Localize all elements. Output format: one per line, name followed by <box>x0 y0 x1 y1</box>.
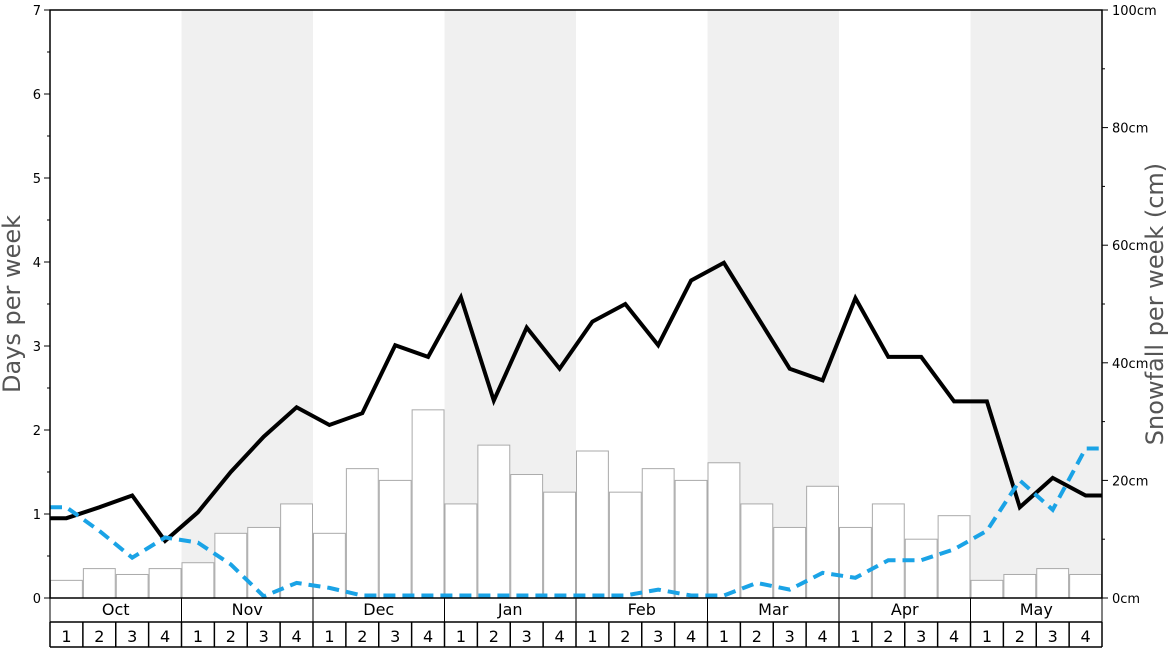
y-axis-title-left: Days per week <box>0 215 26 393</box>
left-axis: 0 1 2 3 4 5 6 7 <box>33 4 50 607</box>
week-label: 1 <box>61 627 71 646</box>
left-tick-label: 4 <box>33 256 41 271</box>
month-label-feb: Feb <box>628 600 656 619</box>
month-label-oct: Oct <box>102 600 130 619</box>
snowfall-bar <box>1069 573 1102 599</box>
snowfall-bar <box>707 462 741 599</box>
left-tick-label: 2 <box>33 424 41 439</box>
month-band-nov <box>181 10 313 598</box>
week-label: 3 <box>916 627 926 646</box>
week-label: 4 <box>817 627 827 646</box>
week-label: 2 <box>226 627 236 646</box>
right-tick-label: 0cm <box>1112 592 1140 607</box>
snowfall-bar <box>839 526 872 599</box>
snowfall-bar <box>641 468 675 599</box>
left-tick-label: 0 <box>33 592 41 607</box>
right-tick-label: 80cm <box>1112 122 1148 137</box>
week-label: 1 <box>587 627 597 646</box>
left-tick-label: 1 <box>33 508 41 523</box>
week-label: 3 <box>522 627 532 646</box>
right-tick-label: 40cm <box>1112 357 1148 372</box>
week-label: 4 <box>686 627 696 646</box>
snowfall-bar <box>871 503 905 599</box>
left-tick-label: 3 <box>33 340 41 355</box>
snowfall-bar <box>576 450 609 599</box>
snowfall-bar <box>148 568 182 599</box>
week-label: 2 <box>1015 627 1025 646</box>
snowfall-bar <box>773 526 807 599</box>
right-tick-label: 100cm <box>1112 4 1157 19</box>
month-label-nov: Nov <box>232 600 263 619</box>
week-label: 3 <box>1048 627 1058 646</box>
snowfall-bar <box>181 562 215 599</box>
week-label: 1 <box>719 627 729 646</box>
week-label: 3 <box>127 627 137 646</box>
series-lines <box>50 260 1102 599</box>
snowfall-bar <box>82 568 116 599</box>
week-label: 2 <box>620 627 630 646</box>
snowfall-bar <box>806 485 839 599</box>
month-label-may: May <box>1020 600 1053 619</box>
week-label: 4 <box>160 627 170 646</box>
week-label: 1 <box>324 627 334 646</box>
month-band-may <box>970 10 1102 598</box>
month-label-dec: Dec <box>363 600 394 619</box>
snowfall-bars <box>50 409 1102 599</box>
week-label: 3 <box>259 627 269 646</box>
week-label: 2 <box>489 627 499 646</box>
solid-line <box>50 260 1102 544</box>
snowfall-bar <box>904 538 938 599</box>
week-label: 4 <box>1080 627 1090 646</box>
left-tick-label: 6 <box>33 88 41 103</box>
snowfall-bar <box>608 491 642 599</box>
snowfall-bar <box>378 479 412 599</box>
week-label: 2 <box>752 627 762 646</box>
week-label: 3 <box>785 627 795 646</box>
week-label: 2 <box>883 627 893 646</box>
snowfall-bar <box>937 515 971 599</box>
week-label: 1 <box>456 627 466 646</box>
y-axis-title-right: Snowfall per week (cm) <box>1141 163 1168 445</box>
right-tick-label: 60cm <box>1112 239 1148 254</box>
week-label: 4 <box>554 627 564 646</box>
snowfall-bar <box>477 444 511 599</box>
week-label: 1 <box>193 627 203 646</box>
snowfall-bar <box>247 526 281 599</box>
snowfall-bar <box>411 409 445 599</box>
week-label: 2 <box>94 627 104 646</box>
right-tick-label: 20cm <box>1112 474 1148 489</box>
week-label: 4 <box>423 627 433 646</box>
left-tick-label: 5 <box>33 172 41 187</box>
snowfall-bar <box>50 579 83 599</box>
snowfall-bar <box>444 503 478 599</box>
snowfall-bar <box>345 468 379 599</box>
snowfall-bar <box>970 579 1004 599</box>
snowfall-bar <box>543 491 576 599</box>
week-label: 1 <box>982 627 992 646</box>
snowfall-bar <box>1036 568 1070 599</box>
week-label: 4 <box>949 627 959 646</box>
dashed-line <box>50 446 1102 599</box>
month-label-mar: Mar <box>758 600 789 619</box>
x-axis: Oct Nov Dec Jan Feb Mar Apr May 1 2 3 4 1 2 3 4 1 2 3 4 1 2 3 4… <box>49 598 1103 648</box>
snowfall-bar <box>674 479 708 599</box>
snowfall-bar <box>115 573 149 599</box>
month-label-apr: Apr <box>891 600 919 619</box>
left-tick-label: 7 <box>33 4 41 19</box>
week-label: 2 <box>357 627 367 646</box>
week-label: 1 <box>850 627 860 646</box>
month-bands <box>181 10 1102 598</box>
week-label: 4 <box>291 627 301 646</box>
week-label: 3 <box>653 627 663 646</box>
snowfall-bar <box>1003 573 1037 599</box>
week-label: 3 <box>390 627 400 646</box>
snowfall-bar <box>510 474 544 599</box>
month-label-jan: Jan <box>497 600 523 619</box>
right-axis: 0cm 20cm 40cm 60cm 80cm 100cm <box>1102 4 1157 607</box>
